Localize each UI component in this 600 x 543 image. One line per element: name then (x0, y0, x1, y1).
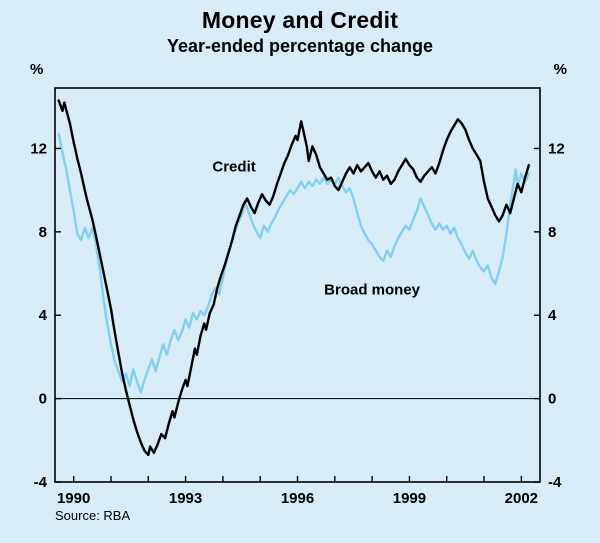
x-tick-label: 1999 (393, 490, 426, 507)
x-tick-label: 2002 (505, 490, 538, 507)
y-tick-label-left: 8 (39, 224, 47, 241)
x-tick-label: 1990 (57, 490, 90, 507)
y-tick-label-left: 12 (30, 140, 47, 157)
x-tick-label: 1996 (281, 490, 314, 507)
y-tick-label-right: 0 (548, 391, 556, 408)
series-label-broad-money: Broad money (324, 281, 421, 298)
x-tick-label: 1993 (169, 490, 202, 507)
y-tick-label-right: 12 (548, 140, 565, 157)
y-tick-label-left: 0 (39, 391, 47, 408)
y-tick-label-right: -4 (548, 474, 562, 491)
plot-frame (54, 87, 541, 483)
y-axis-unit-right: % (553, 61, 567, 78)
chart-subtitle: Year-ended percentage change (166, 36, 434, 56)
y-axis-unit-left: % (30, 61, 44, 78)
chart-title: Money and Credit (201, 7, 399, 33)
y-tick-label-right: 8 (548, 224, 556, 241)
source-note: Source: RBA (55, 508, 131, 523)
y-tick-label-left: 4 (39, 307, 48, 324)
series-line-broad-money (57, 132, 530, 394)
y-tick-label-right: 4 (548, 307, 557, 324)
series-label-credit: Credit (212, 158, 255, 175)
y-tick-label-left: -4 (34, 474, 48, 491)
series-line-credit (57, 99, 530, 457)
